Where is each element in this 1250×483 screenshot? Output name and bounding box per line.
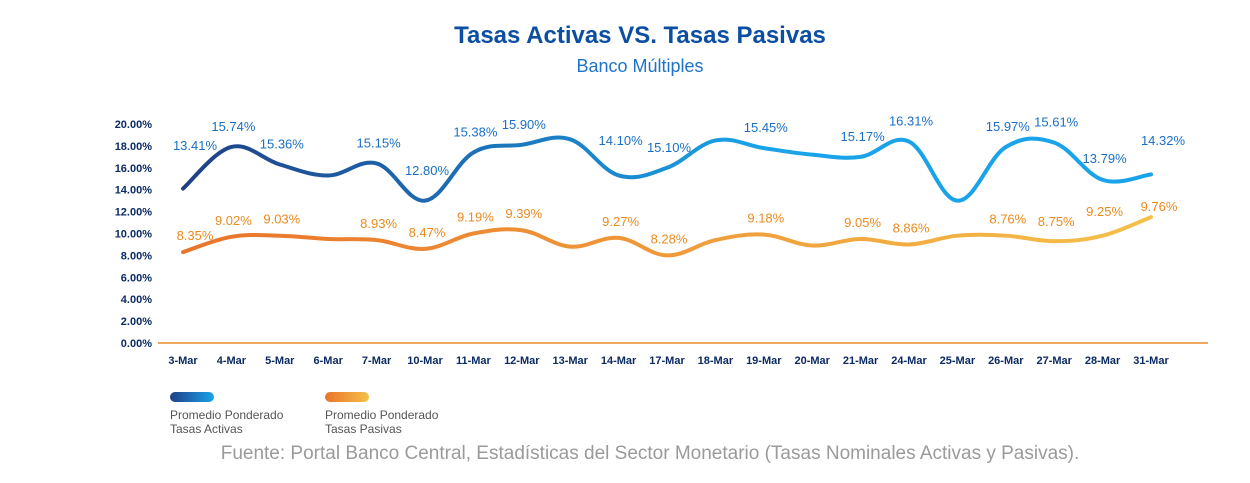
x-tick-label: 7-Mar (362, 355, 392, 367)
y-tick-label: 18.00% (115, 141, 153, 153)
data-label-pasivas: 9.39% (505, 206, 542, 221)
data-label-pasivas: 8.28% (651, 231, 688, 246)
x-tick-label: 24-Mar (891, 355, 927, 367)
legend-label-activas-line1: Promedio Ponderado (170, 408, 284, 422)
x-tick-label: 17-Mar (649, 355, 685, 367)
data-label-pasivas: 8.47% (409, 225, 446, 240)
y-tick-label: 20.00% (115, 119, 153, 131)
y-tick-label: 2.00% (121, 316, 152, 328)
x-tick-label: 28-Mar (1085, 355, 1121, 367)
legend-label-pasivas: Promedio Ponderado Tasas Pasivas (325, 408, 475, 436)
data-label-pasivas: 9.27% (602, 214, 639, 229)
x-tick-label: 10-Mar (407, 355, 443, 367)
data-label-pasivas: 9.02% (215, 213, 252, 228)
data-label-activas: 14.32% (1141, 133, 1186, 148)
data-label-pasivas: 8.75% (1038, 214, 1075, 229)
data-label-pasivas: 8.93% (360, 216, 397, 231)
y-tick-label: 8.00% (121, 250, 152, 262)
data-label-activas: 15.97% (986, 119, 1031, 134)
x-tick-label: 21-Mar (843, 355, 879, 367)
x-tick-label: 18-Mar (698, 355, 734, 367)
data-label-activas: 15.45% (744, 120, 789, 135)
legend-swatch-activas (170, 392, 214, 402)
data-label-activas: 13.79% (1083, 151, 1128, 166)
legend-label-activas: Promedio Ponderado Tasas Activas (170, 408, 320, 436)
data-label-pasivas: 9.18% (747, 211, 784, 226)
x-tick-label: 11-Mar (456, 355, 492, 367)
series-lines (181, 135, 1153, 258)
x-tick-label: 3-Mar (168, 355, 198, 367)
data-label-activas: 15.38% (453, 124, 498, 139)
data-label-activas: 15.90% (502, 117, 547, 132)
data-label-pasivas: 8.86% (893, 220, 930, 235)
x-tick-label: 13-Mar (552, 355, 588, 367)
y-tick-label: 4.00% (121, 294, 152, 306)
data-label-pasivas: 9.05% (844, 215, 881, 230)
data-label-pasivas: 9.03% (263, 212, 300, 227)
x-tick-label: 20-Mar (794, 355, 830, 367)
data-label-activas: 15.74% (211, 119, 256, 134)
data-label-activas: 15.15% (357, 135, 402, 150)
chart-subtitle: Banco Múltiples (576, 56, 704, 76)
x-axis: 3-Mar 4-Mar 5-Mar 6-Mar 7-Mar 10-Mar 11-Mar 12-… (158, 342, 1208, 367)
source-note: Fuente: Portal Banco Central, Estadístic… (220, 443, 1080, 464)
y-tick-label: 6.00% (121, 272, 152, 284)
x-tick-label: 5-Mar (265, 355, 295, 367)
data-label-activas: 15.36% (260, 137, 305, 152)
data-label-activas: 12.80% (405, 163, 450, 178)
y-tick-label: 14.00% (115, 185, 153, 197)
legend-item-activas: Promedio Ponderado Tasas Activas (170, 392, 320, 436)
data-label-activas: 15.10% (647, 140, 692, 155)
legend-label-activas-line2: Tasas Activas (170, 422, 243, 436)
legend-label-pasivas-line1: Promedio Ponderado (325, 408, 439, 422)
data-label-pasivas: 9.76% (1141, 199, 1178, 214)
x-tick-label: 31-Mar (1133, 355, 1169, 367)
data-label-activas: 15.61% (1034, 115, 1079, 130)
data-label-pasivas: 9.19% (457, 210, 494, 225)
x-tick-label: 26-Mar (988, 355, 1024, 367)
x-tick-label: 14-Mar (601, 355, 637, 367)
series-line-pasivas (181, 215, 1153, 258)
x-tick-label: 6-Mar (314, 355, 344, 367)
legend-swatch-pasivas (325, 392, 369, 402)
data-label-pasivas: 8.35% (177, 228, 214, 243)
x-tick-label: 27-Mar (1036, 355, 1072, 367)
data-label-activas: 14.10% (599, 133, 644, 148)
legend-item-pasivas: Promedio Ponderado Tasas Pasivas (325, 392, 475, 436)
y-tick-label: 16.00% (115, 163, 153, 175)
y-tick-label: 10.00% (115, 229, 153, 241)
x-tick-label: 12-Mar (504, 355, 540, 367)
data-label-activas: 16.31% (889, 114, 934, 129)
chart-title: Tasas Activas VS. Tasas Pasivas (454, 22, 826, 49)
data-label-pasivas: 9.25% (1086, 204, 1123, 219)
y-axis: 0.00% 2.00% 4.00% 6.00% 8.00% 10.00% 12.00% 14.… (115, 119, 153, 350)
x-tick-label: 25-Mar (940, 355, 976, 367)
data-labels: 13.41% 15.74% 15.36% 15.15%12.80% 15.38% 15.9… (173, 114, 1186, 247)
series-line-activas (181, 135, 1153, 203)
data-label-activas: 13.41% (173, 138, 218, 153)
y-tick-label: 0.00% (121, 338, 152, 350)
data-label-activas: 15.17% (841, 129, 886, 144)
y-tick-label: 12.00% (115, 207, 153, 219)
x-tick-label: 4-Mar (217, 355, 247, 367)
data-label-pasivas: 8.76% (989, 212, 1026, 227)
x-tick-label: 19-Mar (746, 355, 782, 367)
legend-label-pasivas-line2: Tasas Pasivas (325, 422, 402, 436)
